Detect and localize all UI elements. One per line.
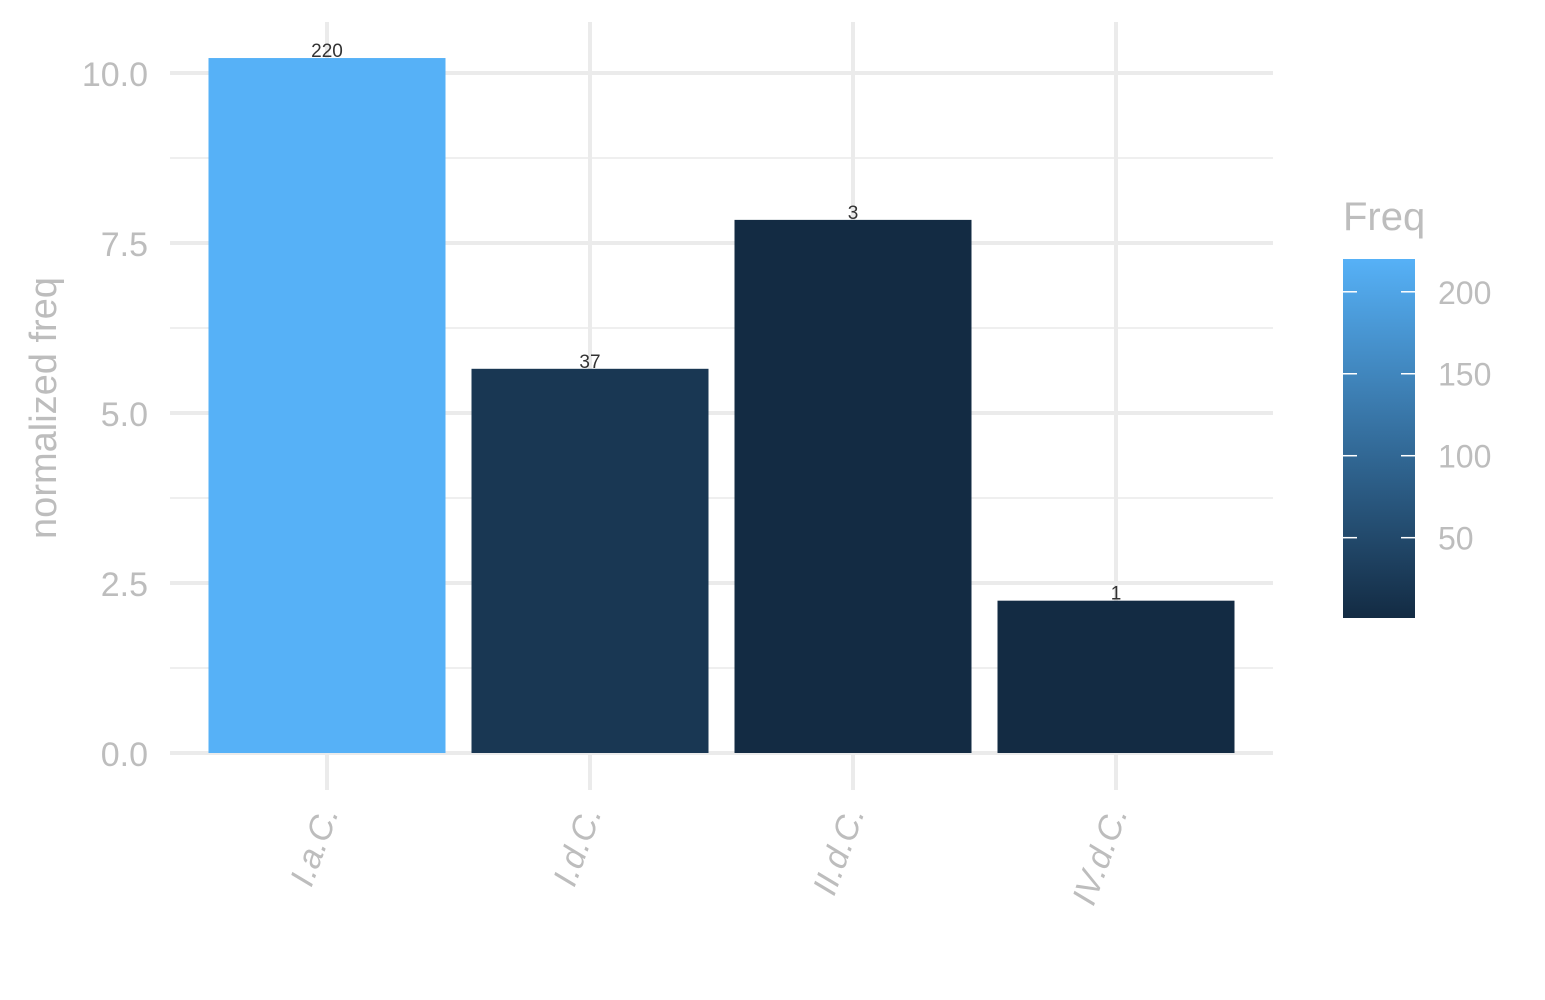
bar-value-label: 220	[311, 41, 343, 62]
x-tick-labels: I.a.C. I.d.C. II.d.C. IV.d.C.	[283, 802, 1135, 910]
y-tick-label: 10.0	[82, 56, 148, 94]
y-axis-label: normalized freq	[23, 277, 65, 539]
x-tick-label: I.a.C.	[283, 802, 346, 891]
bar	[997, 600, 1235, 753]
x-tick-label: II.d.C.	[806, 802, 873, 900]
x-tick-label: I.d.C.	[546, 802, 609, 891]
bar-value-label: 37	[579, 352, 600, 373]
bar	[734, 219, 972, 753]
legend: Freq 50 100 150 200	[1343, 195, 1491, 618]
legend-title: Freq	[1343, 195, 1425, 239]
y-tick-label: 5.0	[101, 396, 148, 434]
bar-value-label: 1	[1111, 584, 1122, 605]
bar-value-label: 3	[848, 203, 859, 224]
legend-tick-label: 50	[1438, 521, 1474, 557]
legend-tick-label: 200	[1438, 275, 1491, 311]
bar-labels: 220 37 3 1	[311, 41, 1121, 605]
y-tick-label: 7.5	[101, 226, 148, 264]
y-tick-labels: 0.0 2.5 5.0 7.5 10.0	[82, 56, 148, 774]
bars	[208, 58, 1235, 754]
legend-tick-label: 150	[1438, 357, 1491, 393]
y-tick-label: 2.5	[101, 566, 148, 604]
x-tick-label: IV.d.C.	[1065, 802, 1135, 910]
bar	[471, 368, 709, 753]
legend-colorbar	[1343, 259, 1415, 618]
bar	[208, 58, 446, 754]
y-tick-label: 0.0	[101, 736, 148, 774]
legend-tick-label: 100	[1438, 439, 1491, 475]
